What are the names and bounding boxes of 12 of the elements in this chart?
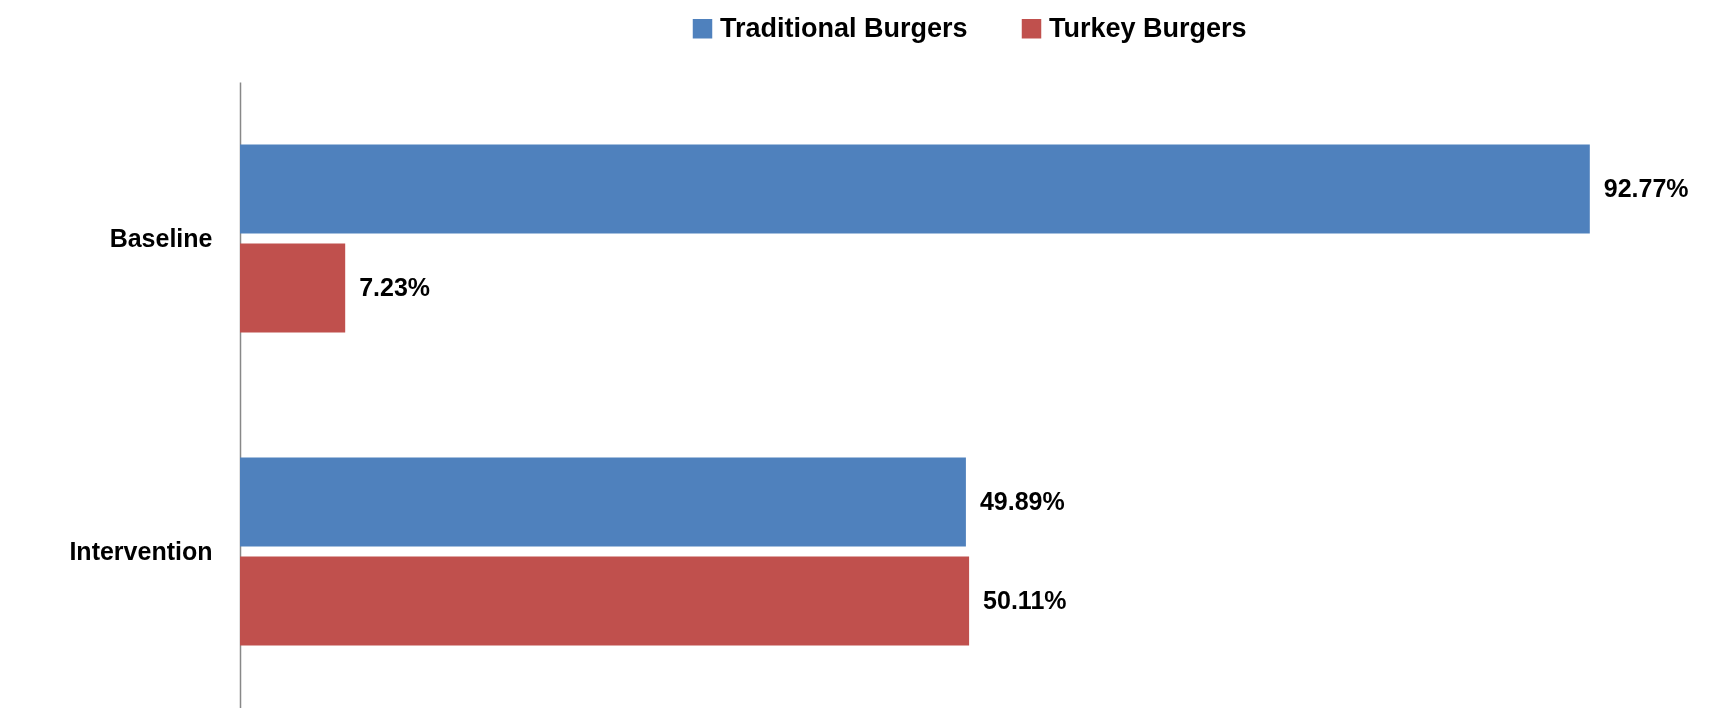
y-tick-label: Intervention <box>69 536 213 565</box>
data-label: 50.11% <box>983 585 1067 614</box>
y-tick-label: Baseline <box>109 223 213 252</box>
bar <box>240 144 1590 234</box>
bar <box>240 457 966 547</box>
bar <box>240 243 346 333</box>
data-label: 49.89% <box>979 487 1065 516</box>
data-label: 92.77% <box>1603 174 1689 203</box>
bar <box>240 556 970 646</box>
data-label: 7.23% <box>359 272 431 301</box>
legend-label: Traditional Burgers <box>720 12 968 43</box>
legend-label: Turkey Burgers <box>1049 12 1247 43</box>
